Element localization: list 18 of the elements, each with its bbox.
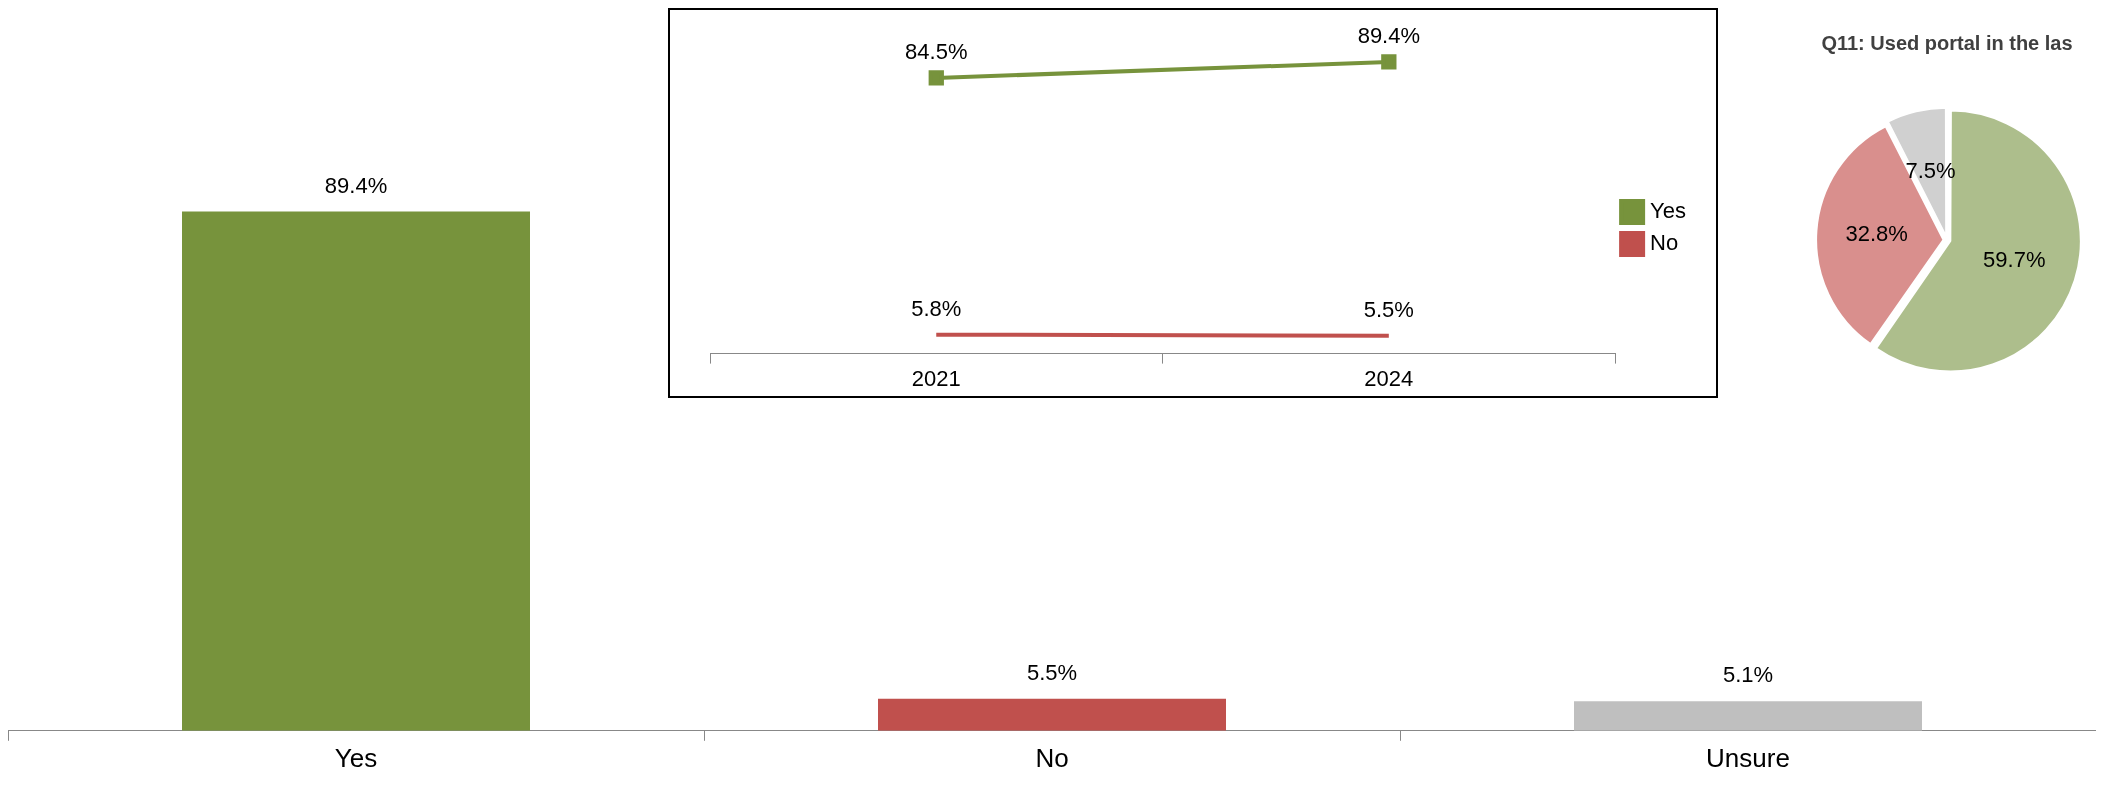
x-tick-label: 2021 (911, 365, 961, 391)
data-label: 84.5% (905, 39, 968, 64)
data-label: 5.8% (911, 295, 962, 321)
data-label: 89.4% (324, 172, 388, 198)
x-tick-label: Unsure (1706, 742, 1790, 773)
legend-label: Yes (1650, 198, 1686, 224)
data-label: 7.5% (1905, 157, 1956, 183)
legend-label: No (1650, 230, 1679, 256)
data-label: 5.1% (1722, 662, 1774, 688)
data-label: 89.4% (1357, 23, 1421, 49)
data-label: 59.7% (1983, 247, 2046, 273)
x-tick-label: Yes (334, 742, 378, 773)
x-tick-label: No (1035, 742, 1069, 773)
data-label: 5.5% (1363, 296, 1414, 322)
data-label: 32.8% (1845, 221, 1908, 247)
data-label: 5.5% (1026, 659, 1078, 685)
x-tick-label: 2024 (1364, 365, 1414, 391)
chart-title: Q11: Used portal in the las (1821, 31, 2073, 54)
